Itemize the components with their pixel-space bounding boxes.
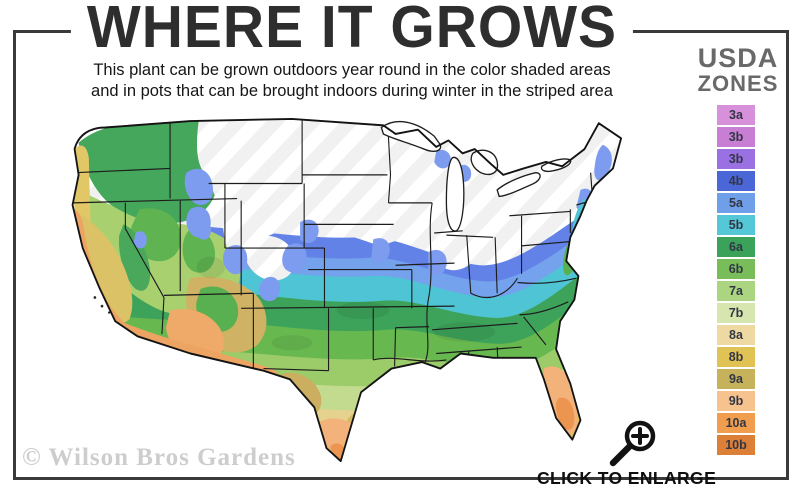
legend-zone-swatch: 6a bbox=[717, 237, 755, 257]
usda-zones-legend: USDA ZONES 3a 3b 3b 4b 5a 5b 6a 6b 7a 7b 8a 8b 9a 9b 1… bbox=[684, 44, 792, 457]
legend-zone-swatch: 7b bbox=[717, 303, 755, 323]
watermark: © Wilson Bros Gardens bbox=[22, 444, 296, 471]
legend-zone-swatch: 3b bbox=[717, 127, 755, 147]
legend-zone-swatch: 3a bbox=[717, 105, 755, 125]
subtitle-line-1: This plant can be grown outdoors year ro… bbox=[93, 61, 611, 79]
legend-zone-swatch: 7a bbox=[717, 281, 755, 301]
legend-title-usda: USDA bbox=[697, 43, 779, 73]
legend-zone-swatch: 3b bbox=[717, 149, 755, 169]
great-lakes bbox=[380, 120, 572, 232]
legend-zone-swatch: 8b bbox=[717, 347, 755, 367]
usda-zones-map[interactable] bbox=[38, 106, 678, 502]
legend-zone-swatch: 6b bbox=[717, 259, 755, 279]
subtitle: This plant can be grown outdoors year ro… bbox=[91, 60, 613, 102]
legend-zone-swatch: 5a bbox=[717, 193, 755, 213]
legend-zone-swatch: 9a bbox=[717, 369, 755, 389]
legend-zone-swatch: 5b bbox=[717, 215, 755, 235]
legend-title-zones: ZONES bbox=[697, 71, 779, 96]
zone-shading bbox=[72, 118, 622, 462]
legend-zone-swatch: 10a bbox=[717, 413, 755, 433]
us-outline bbox=[71, 117, 623, 463]
legend-zone-swatch: 9b bbox=[717, 391, 755, 411]
legend-zone-swatch: 4b bbox=[717, 171, 755, 191]
channel-islands bbox=[93, 296, 111, 314]
legend-zone-swatch: 8a bbox=[717, 325, 755, 345]
magnifier-plus-icon[interactable] bbox=[600, 414, 664, 472]
legend-zone-list: 3a 3b 3b 4b 5a 5b 6a 6b 7a 7b 8a 8b 9a 9b 10a 10b bbox=[717, 105, 755, 455]
page-title: WHERE IT GROWS bbox=[70, 0, 634, 59]
click-to-enlarge-button[interactable]: CLICK TO ENLARGE bbox=[537, 468, 717, 488]
legend-zone-swatch: 10b bbox=[717, 435, 755, 455]
subtitle-line-2: and in pots that can be brought indoors … bbox=[91, 82, 613, 100]
